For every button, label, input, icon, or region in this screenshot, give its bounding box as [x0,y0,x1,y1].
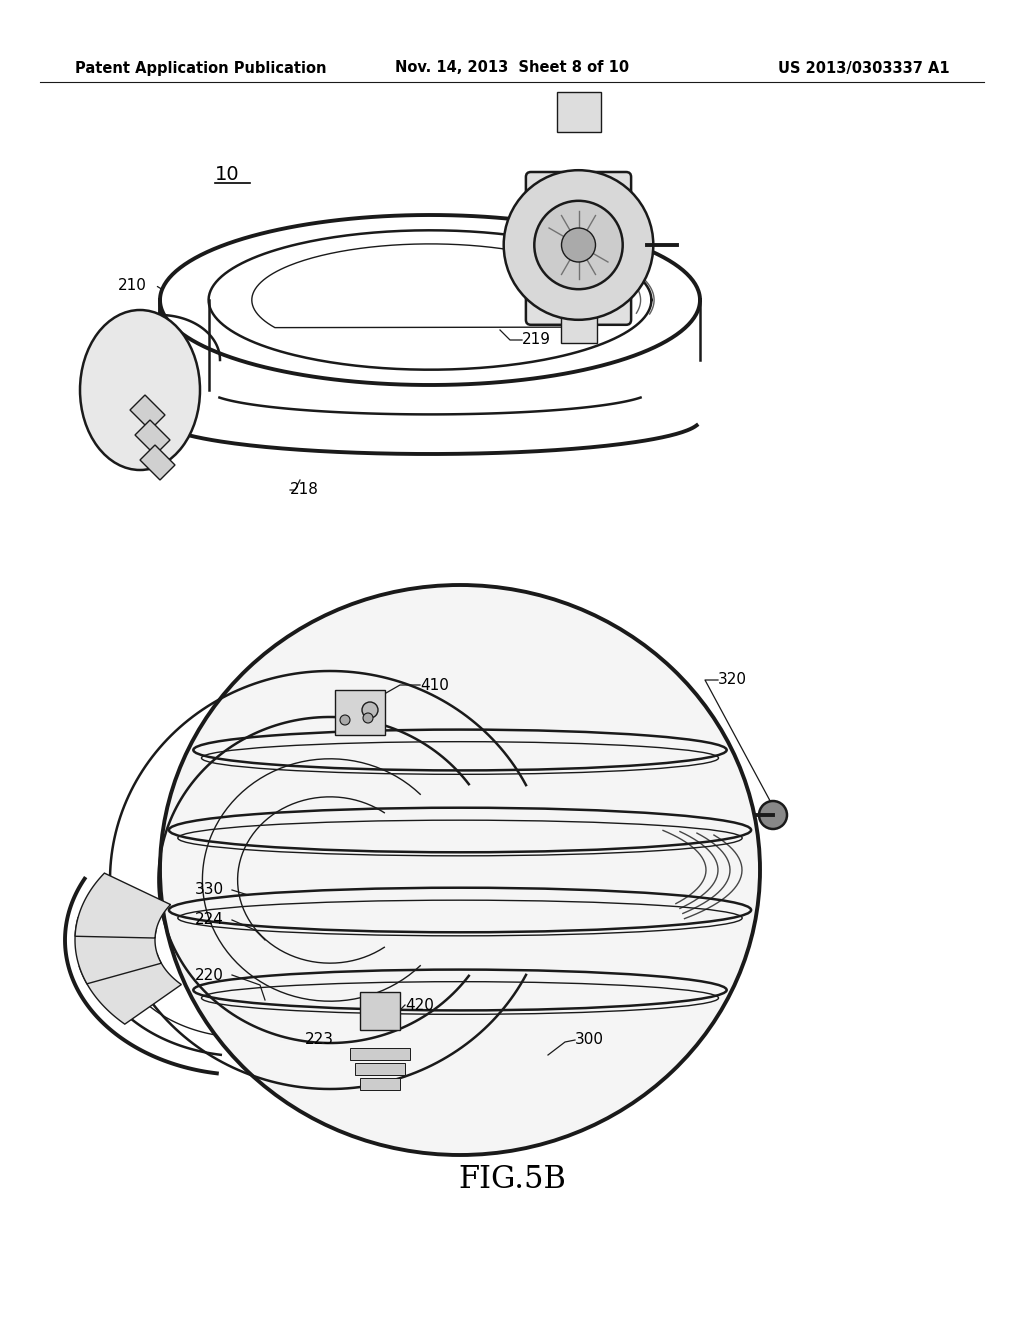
Ellipse shape [362,702,378,718]
Text: 220: 220 [195,968,224,982]
Ellipse shape [759,801,787,829]
Text: 330: 330 [195,883,224,898]
Ellipse shape [362,713,373,723]
Ellipse shape [160,585,760,1155]
Ellipse shape [80,310,200,470]
Ellipse shape [340,715,350,725]
FancyBboxPatch shape [350,1048,410,1060]
Text: 218: 218 [290,483,318,498]
Text: 410: 410 [420,677,449,693]
Text: FIG.5B: FIG.5B [458,1164,566,1196]
Text: Nov. 14, 2013  Sheet 8 of 10: Nov. 14, 2013 Sheet 8 of 10 [395,61,629,75]
Ellipse shape [504,170,653,319]
Text: US 2013/0303337 A1: US 2013/0303337 A1 [778,61,950,75]
Polygon shape [75,873,171,939]
Polygon shape [79,954,181,1024]
Text: 210: 210 [118,277,146,293]
Ellipse shape [535,201,623,289]
FancyBboxPatch shape [335,690,385,735]
FancyBboxPatch shape [360,1078,400,1090]
Text: 320: 320 [718,672,746,688]
Text: 224: 224 [195,912,224,928]
Text: Patent Application Publication: Patent Application Publication [75,61,327,75]
Polygon shape [140,445,175,480]
FancyBboxPatch shape [560,305,597,343]
Text: 10: 10 [215,165,240,185]
Polygon shape [130,395,165,430]
Text: 300: 300 [575,1032,604,1048]
Text: 420: 420 [406,998,434,1012]
Text: 219: 219 [522,333,551,347]
FancyBboxPatch shape [355,1063,406,1074]
Polygon shape [135,420,170,455]
Ellipse shape [561,228,596,261]
Text: 223: 223 [305,1032,334,1048]
Polygon shape [75,917,162,983]
FancyBboxPatch shape [556,92,600,132]
FancyBboxPatch shape [360,993,400,1030]
FancyBboxPatch shape [526,172,631,325]
